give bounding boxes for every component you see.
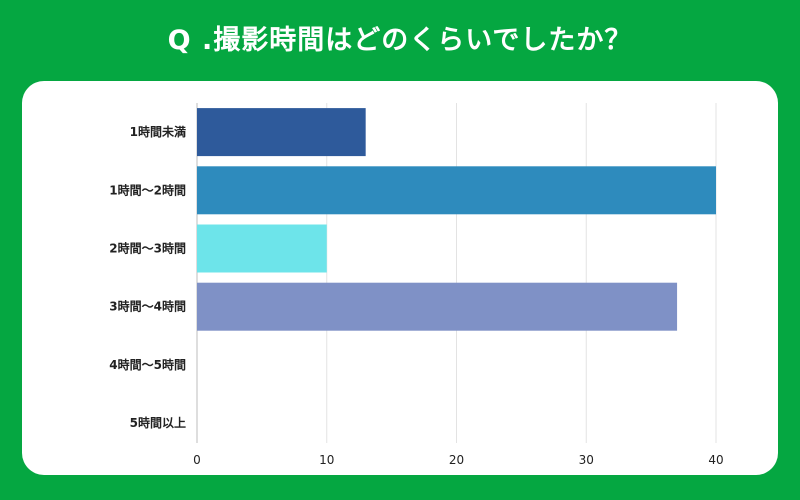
x-tick-label: 40 [708,453,723,467]
grid-lines [196,103,717,443]
x-tick-label: 30 [579,453,594,467]
bar-1 [197,108,366,157]
bar-2 [197,166,716,215]
category-label: 1時間〜2時間 [109,182,186,197]
bar-series [197,108,716,331]
category-label: 3時間〜4時間 [109,299,186,314]
x-tick-label: 0 [193,453,201,467]
bar-3 [197,224,327,273]
category-label: 4時間〜5時間 [109,357,186,372]
category-label: 5時間以上 [130,415,186,430]
category-label: 2時間〜3時間 [109,241,186,256]
category-labels: 1時間未満 1時間〜2時間 2時間〜3時間 3時間〜4時間 4時間〜5時間 5時間以上 [109,124,186,430]
bar-4 [197,282,678,331]
x-tick-label: 20 [449,453,464,467]
x-tick-label: 10 [319,453,334,467]
chart-title: Q .撮影時間はどのくらいでしたか？ [167,25,633,56]
x-axis-tick-labels: 0 10 20 30 40 [193,453,723,467]
chart-panel [22,81,778,475]
category-label: 1時間未満 [130,124,186,139]
